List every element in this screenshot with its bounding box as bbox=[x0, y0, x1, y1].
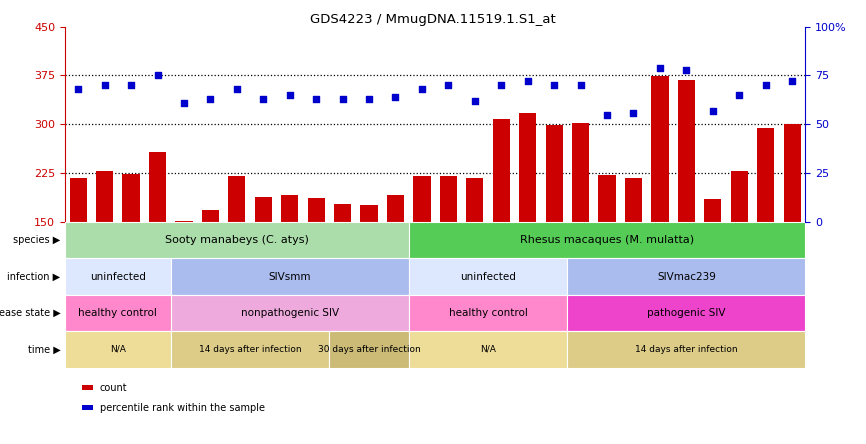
Point bbox=[706, 107, 720, 114]
Point bbox=[389, 93, 403, 100]
Point bbox=[627, 109, 641, 116]
Text: healthy control: healthy control bbox=[449, 308, 527, 318]
Text: pathogenic SIV: pathogenic SIV bbox=[647, 308, 726, 318]
Text: SIVsmm: SIVsmm bbox=[268, 272, 311, 281]
Bar bbox=[625, 178, 642, 222]
Point bbox=[256, 95, 270, 103]
Text: time ▶: time ▶ bbox=[28, 345, 61, 354]
Point bbox=[362, 95, 376, 103]
Bar bbox=[409, 295, 567, 331]
Bar bbox=[546, 125, 563, 222]
Bar bbox=[255, 197, 272, 222]
Bar bbox=[651, 76, 669, 222]
Point bbox=[336, 95, 350, 103]
Text: Rhesus macaques (M. mulatta): Rhesus macaques (M. mulatta) bbox=[520, 235, 695, 245]
Text: percentile rank within the sample: percentile rank within the sample bbox=[100, 403, 265, 412]
Point bbox=[415, 86, 429, 93]
Point bbox=[547, 82, 561, 89]
Point bbox=[283, 91, 297, 99]
Bar bbox=[572, 123, 589, 222]
Bar bbox=[493, 119, 510, 222]
Point bbox=[177, 99, 191, 107]
Bar bbox=[567, 295, 805, 331]
Text: uninfected: uninfected bbox=[90, 272, 145, 281]
Bar bbox=[678, 80, 695, 222]
Bar bbox=[96, 171, 113, 222]
Text: species ▶: species ▶ bbox=[13, 235, 61, 245]
Bar bbox=[171, 331, 329, 368]
Point bbox=[494, 82, 508, 89]
Point bbox=[309, 95, 323, 103]
Point bbox=[785, 78, 799, 85]
Bar bbox=[171, 295, 409, 331]
Point bbox=[71, 86, 85, 93]
Text: nonpathogenic SIV: nonpathogenic SIV bbox=[241, 308, 339, 318]
Bar bbox=[149, 152, 166, 222]
Bar bbox=[65, 331, 171, 368]
Point bbox=[98, 82, 112, 89]
Bar bbox=[65, 258, 171, 295]
Point bbox=[151, 72, 165, 79]
Bar bbox=[757, 127, 774, 222]
Point bbox=[680, 66, 694, 73]
Text: 14 days after infection: 14 days after infection bbox=[635, 345, 738, 354]
Bar bbox=[122, 174, 139, 222]
Point bbox=[759, 82, 772, 89]
Text: Sooty manabeys (C. atys): Sooty manabeys (C. atys) bbox=[165, 235, 309, 245]
Bar bbox=[567, 258, 805, 295]
Point bbox=[229, 86, 243, 93]
Text: 14 days after infection: 14 days after infection bbox=[198, 345, 301, 354]
Bar bbox=[175, 221, 192, 222]
Bar bbox=[387, 194, 404, 222]
Text: uninfected: uninfected bbox=[460, 272, 516, 281]
Text: disease state ▶: disease state ▶ bbox=[0, 308, 61, 318]
Bar bbox=[65, 295, 171, 331]
Bar bbox=[519, 113, 536, 222]
Point bbox=[468, 97, 481, 104]
Bar bbox=[202, 210, 219, 222]
Point bbox=[442, 82, 456, 89]
Text: N/A: N/A bbox=[480, 345, 496, 354]
Text: count: count bbox=[100, 383, 127, 392]
Point bbox=[733, 91, 746, 99]
Point bbox=[600, 111, 614, 118]
Bar bbox=[334, 204, 352, 222]
Text: 30 days after infection: 30 days after infection bbox=[318, 345, 420, 354]
Point bbox=[124, 82, 138, 89]
Bar bbox=[171, 258, 409, 295]
Text: N/A: N/A bbox=[110, 345, 126, 354]
Point bbox=[573, 82, 587, 89]
Bar bbox=[413, 176, 430, 222]
Bar bbox=[440, 176, 457, 222]
Bar bbox=[731, 171, 748, 222]
Bar bbox=[409, 258, 567, 295]
Point bbox=[653, 64, 667, 71]
Bar bbox=[360, 205, 378, 222]
Text: GDS4223 / MmugDNA.11519.1.S1_at: GDS4223 / MmugDNA.11519.1.S1_at bbox=[310, 13, 556, 26]
Bar bbox=[307, 198, 325, 222]
Text: SIVmac239: SIVmac239 bbox=[657, 272, 716, 281]
Bar bbox=[784, 124, 801, 222]
Bar bbox=[598, 175, 616, 222]
Bar bbox=[704, 199, 721, 222]
Text: infection ▶: infection ▶ bbox=[8, 272, 61, 281]
Bar bbox=[466, 178, 483, 222]
Bar bbox=[281, 194, 298, 222]
Bar bbox=[65, 222, 409, 258]
Point bbox=[204, 95, 217, 103]
Bar bbox=[409, 331, 567, 368]
Text: healthy control: healthy control bbox=[79, 308, 158, 318]
Bar bbox=[69, 178, 87, 222]
Point bbox=[520, 78, 534, 85]
Bar bbox=[329, 331, 409, 368]
Bar bbox=[409, 222, 805, 258]
Bar bbox=[229, 176, 245, 222]
Bar bbox=[567, 331, 805, 368]
